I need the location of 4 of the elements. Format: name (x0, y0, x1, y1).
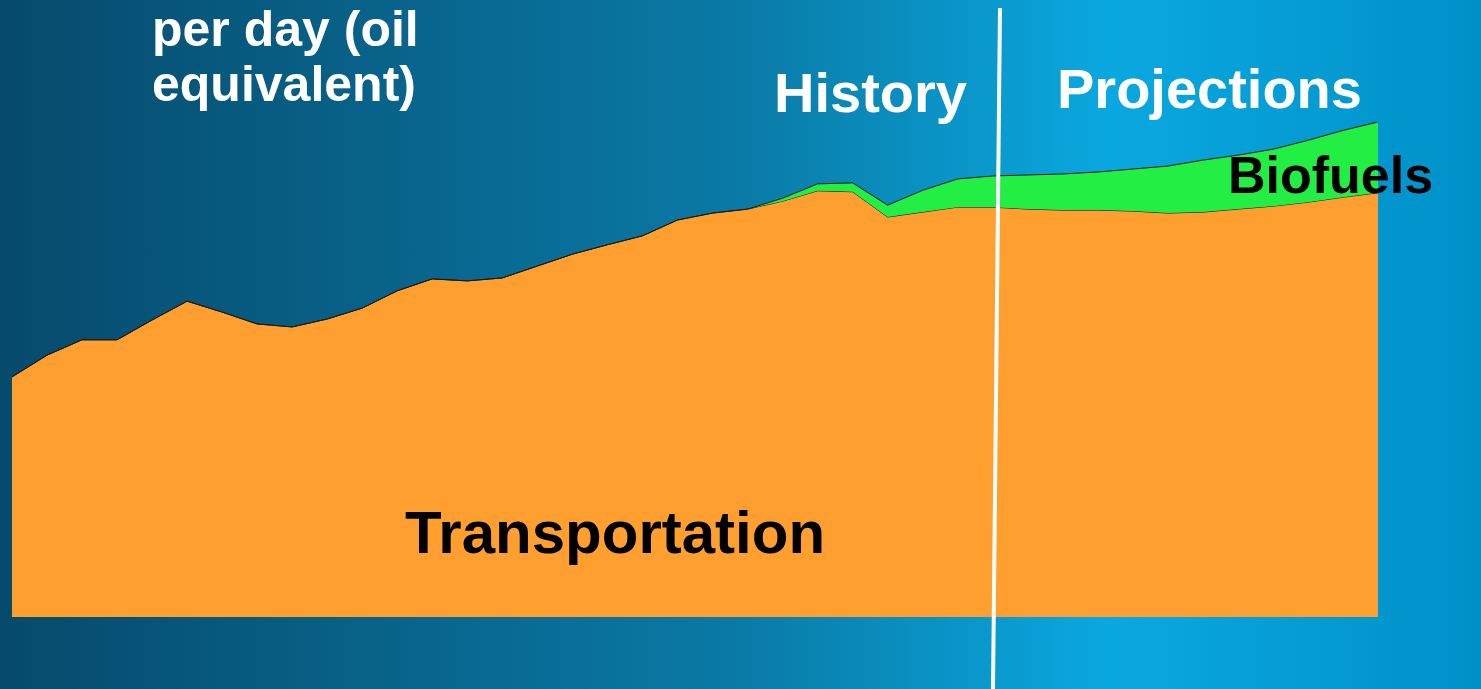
text: Projections (1057, 57, 1363, 120)
annotation: History (773, 61, 967, 124)
text: per day (oil equivalent) (152, 1, 420, 112)
series-label: Transportation (405, 498, 826, 567)
